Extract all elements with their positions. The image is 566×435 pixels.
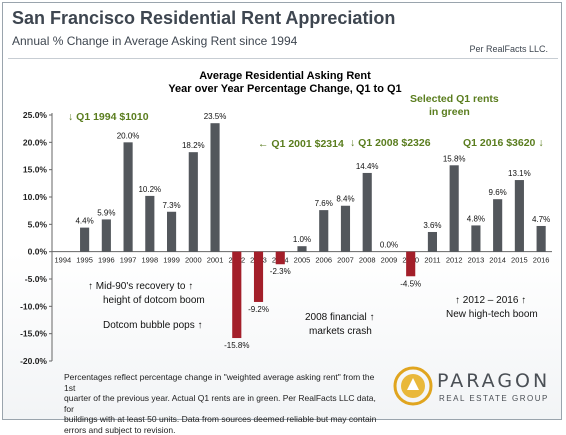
data-label: 9.6% bbox=[489, 188, 507, 197]
data-label: 3.6% bbox=[423, 221, 441, 230]
annotation-high-tech-boom: New high-tech boom bbox=[446, 309, 538, 320]
y-tick-label: 0.0% bbox=[28, 247, 48, 257]
data-label: 4.8% bbox=[467, 214, 485, 223]
x-tick-label: 2006 bbox=[315, 256, 332, 265]
annotation-mid90: ↑ Mid-90's recovery to ↑ bbox=[88, 281, 193, 292]
bar bbox=[363, 173, 372, 252]
data-label: 4.4% bbox=[75, 217, 93, 226]
data-label: 1.0% bbox=[293, 235, 311, 244]
bar bbox=[341, 206, 350, 252]
x-tick-label: 1998 bbox=[141, 256, 158, 265]
footer-line: Percentages reflect percentage change in… bbox=[64, 372, 382, 393]
annotation-2008-crash: markets crash bbox=[309, 326, 372, 337]
y-tick-label: 10.0% bbox=[23, 192, 48, 202]
data-label: -9.2% bbox=[248, 305, 269, 314]
annotation-selected: in green bbox=[429, 106, 470, 118]
bar bbox=[450, 165, 459, 251]
annotation-q1-1994: ↓ Q1 1994 $1010 bbox=[68, 111, 149, 123]
data-label: 5.9% bbox=[97, 208, 115, 217]
bar bbox=[515, 180, 524, 252]
logo-mark-icon bbox=[393, 366, 433, 406]
bar bbox=[276, 252, 285, 265]
annotation-q1-2008: ↓ Q1 2008 $2326 bbox=[350, 137, 431, 149]
bar bbox=[537, 226, 546, 252]
x-tick-label: 2007 bbox=[337, 256, 354, 265]
data-label: 7.6% bbox=[315, 199, 333, 208]
x-tick-label: 2008 bbox=[359, 256, 376, 265]
x-tick-label: 2005 bbox=[294, 256, 311, 265]
footer-line: buildings with at least 50 units. Data f… bbox=[64, 414, 382, 425]
annotation-2008-crash: 2008 financial ↑ bbox=[305, 312, 375, 323]
paragon-logo: PARAGON REAL ESTATE GROUP bbox=[393, 366, 553, 410]
annotation-q1-2016: Q1 2016 $3620 ↓ bbox=[463, 137, 544, 149]
y-tick-label: 5.0% bbox=[28, 219, 48, 229]
logo-name: PARAGON bbox=[437, 370, 550, 392]
x-tick-label: 2000 bbox=[185, 256, 202, 265]
bar bbox=[406, 252, 415, 277]
data-label: 23.5% bbox=[204, 112, 227, 121]
rent-change-chart: -20.0% -15.0% -10.0% -5.0% 0.0% 5.0% 10.0% 15.0… bbox=[0, 0, 566, 424]
y-tick-label: -20.0% bbox=[20, 356, 47, 366]
x-tick-label: 2016 bbox=[533, 256, 550, 265]
x-tick-label: 2012 bbox=[446, 256, 463, 265]
annotation-selected: Selected Q1 rents bbox=[410, 93, 499, 105]
bar bbox=[232, 252, 241, 338]
data-label: 20.0% bbox=[117, 131, 140, 140]
x-tick-label: 1995 bbox=[76, 256, 93, 265]
y-tick-label: 20.0% bbox=[23, 137, 48, 147]
data-label: 18.2% bbox=[182, 141, 205, 150]
data-label: -2.3% bbox=[270, 267, 291, 276]
footer-line: errors and subject to revision. bbox=[64, 425, 382, 435]
bar bbox=[319, 210, 328, 252]
data-label: 13.1% bbox=[508, 169, 531, 178]
y-tick-label: 15.0% bbox=[23, 165, 48, 175]
bar bbox=[189, 152, 198, 251]
bar bbox=[145, 196, 154, 252]
bar bbox=[254, 252, 263, 302]
footer-line: quarter of the previous year. Actual Q1 … bbox=[64, 393, 382, 414]
data-label: 0.0% bbox=[380, 241, 398, 250]
x-tick-label: 2009 bbox=[381, 256, 398, 265]
data-label: 14.4% bbox=[356, 162, 379, 171]
bar bbox=[493, 199, 502, 251]
footer-note: Percentages reflect percentage change in… bbox=[64, 372, 382, 435]
x-tick-label: 2013 bbox=[468, 256, 485, 265]
data-label: 10.2% bbox=[138, 185, 161, 194]
x-tick-label: 1999 bbox=[163, 256, 180, 265]
data-label: 15.8% bbox=[443, 154, 466, 163]
logo-tagline: REAL ESTATE GROUP bbox=[439, 394, 549, 403]
y-tick-label: -5.0% bbox=[25, 274, 48, 284]
data-label: -15.8% bbox=[224, 341, 249, 350]
x-tick-label: 1996 bbox=[98, 256, 115, 265]
bar bbox=[80, 228, 89, 252]
x-tick-label: 2015 bbox=[511, 256, 528, 265]
x-tick-label: 1997 bbox=[120, 256, 137, 265]
x-tick-label: 2001 bbox=[207, 256, 224, 265]
y-tick-label: 25.0% bbox=[23, 110, 48, 120]
x-tick-label: 2011 bbox=[424, 256, 440, 265]
y-tick-label: -10.0% bbox=[20, 301, 47, 311]
bar bbox=[124, 142, 133, 251]
bar bbox=[167, 212, 176, 252]
bar bbox=[471, 225, 480, 251]
annotation-high-tech-boom: ↑ 2012 – 2016 ↑ bbox=[455, 295, 526, 306]
annotation-mid90: height of dotcom boom bbox=[103, 295, 205, 306]
annotation-q1-2001: ← Q1 2001 $2314 bbox=[258, 138, 344, 150]
data-label: 7.3% bbox=[162, 201, 180, 210]
x-tick-label: 2014 bbox=[489, 256, 506, 265]
bar bbox=[102, 219, 111, 251]
data-label: 4.7% bbox=[532, 215, 550, 224]
bar bbox=[428, 232, 437, 252]
y-tick-label: -15.0% bbox=[20, 329, 47, 339]
data-label: -4.5% bbox=[400, 279, 421, 288]
x-tick-label: 1994 bbox=[55, 256, 72, 265]
data-label: 8.4% bbox=[336, 195, 354, 204]
bar bbox=[210, 123, 219, 251]
annotation-dotcom: Dotcom bubble pops ↑ bbox=[103, 320, 203, 331]
bar bbox=[297, 246, 306, 251]
